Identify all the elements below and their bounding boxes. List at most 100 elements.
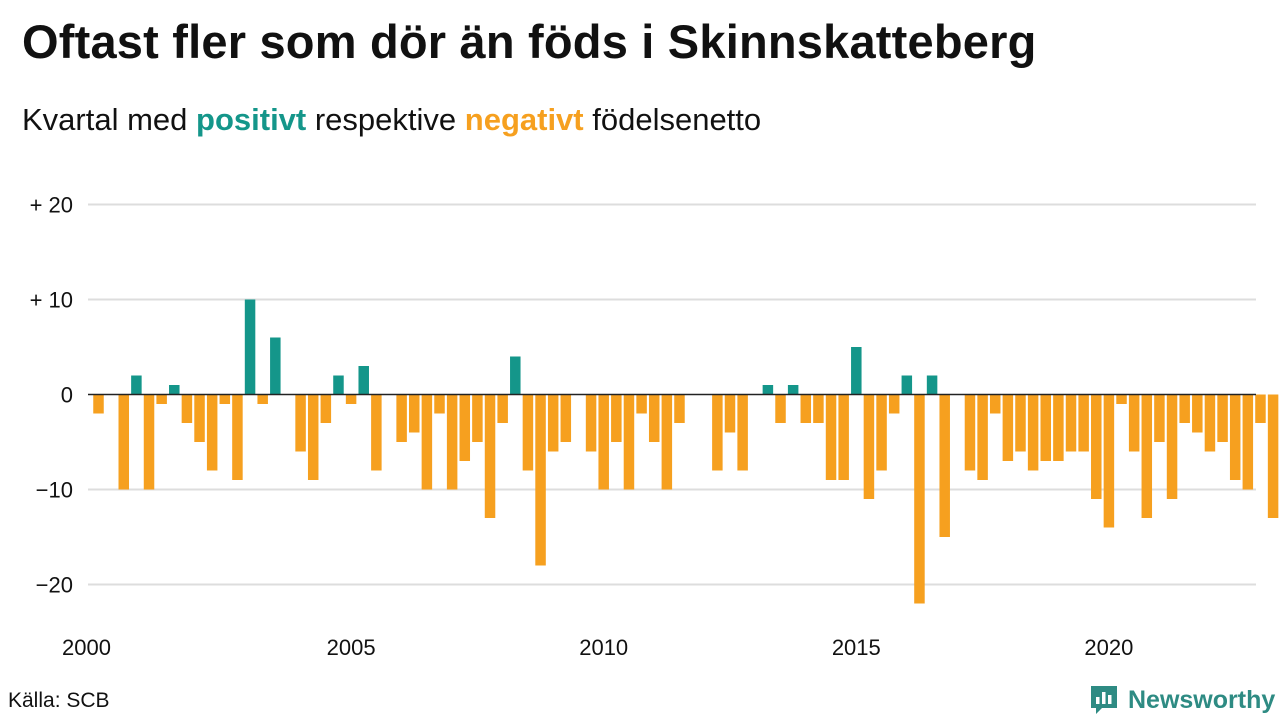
bar-negative <box>914 394 925 604</box>
bar-positive <box>333 375 344 395</box>
bar-negative <box>1040 394 1051 461</box>
bar-positive <box>926 375 938 395</box>
bar-negative <box>93 394 104 414</box>
x-tick-label: 2020 <box>1084 635 1133 660</box>
bar-negative <box>939 394 950 537</box>
chart-title: Oftast fler som dör än föds i Skinnskatt… <box>22 15 1037 68</box>
bar-negative <box>648 394 660 442</box>
bar-negative <box>876 394 887 471</box>
subtitle-positive-word: positivt <box>196 102 307 137</box>
y-tick-label: −10 <box>36 478 73 503</box>
bar-negative <box>977 394 988 480</box>
bar-negative <box>484 394 496 518</box>
bar-negative <box>1065 394 1077 452</box>
bar-negative <box>143 394 155 490</box>
bar-positive <box>787 385 799 395</box>
bar-negative <box>1217 394 1228 442</box>
bar-negative <box>434 394 445 414</box>
bar-negative <box>409 394 420 433</box>
bar-negative <box>371 394 382 471</box>
bar-negative <box>295 394 306 452</box>
bar-negative <box>535 394 546 566</box>
bar-negative <box>1242 394 1254 490</box>
y-tick-label: + 10 <box>30 288 73 313</box>
bar-negative <box>1267 394 1279 518</box>
bar-negative <box>156 394 167 404</box>
bar-negative <box>989 394 1001 414</box>
bars <box>93 299 1279 604</box>
bar-negative <box>472 394 483 442</box>
bar-negative <box>611 394 622 442</box>
chart-subtitle: Kvartal med positivt respektive negativt… <box>22 102 761 138</box>
subtitle-mid: respektive <box>306 102 465 137</box>
bar-negative <box>737 394 748 471</box>
bar-negative <box>194 394 205 442</box>
bar-negative <box>775 394 786 423</box>
bar-negative <box>623 394 635 490</box>
bar-negative <box>1027 394 1039 471</box>
bar-negative <box>1128 394 1140 452</box>
bar-positive <box>131 375 142 395</box>
bar-negative <box>1179 394 1190 423</box>
newsworthy-logo-icon <box>1091 686 1117 714</box>
y-tick-label: 0 <box>61 383 73 408</box>
bar-positive <box>901 375 913 395</box>
bar-negative <box>585 394 597 452</box>
x-tick-label: 2015 <box>832 635 881 660</box>
bar-negative <box>661 394 673 490</box>
bar-negative <box>206 394 218 471</box>
x-tick-label: 2005 <box>327 635 376 660</box>
bar-negative <box>838 394 849 480</box>
bar-negative <box>547 394 559 452</box>
subtitle-negative-word: negativt <box>464 102 584 137</box>
bar-negative <box>1078 394 1089 452</box>
bar-negative <box>1002 394 1014 461</box>
bar-negative <box>257 394 268 404</box>
bar-negative <box>964 394 976 471</box>
bar-negative <box>232 394 243 480</box>
subtitle-pre: Kvartal med <box>22 102 197 137</box>
bar-negative <box>1091 394 1102 499</box>
bar-positive <box>510 356 521 395</box>
x-tick-label: 2010 <box>579 635 628 660</box>
bar-negative <box>1116 394 1127 404</box>
bar-negative <box>560 394 572 442</box>
bar-negative <box>1255 394 1266 423</box>
bar-negative <box>674 394 685 423</box>
bar-positive <box>244 299 256 395</box>
bar-negative <box>724 394 736 433</box>
bar-positive <box>169 385 180 395</box>
bar-negative <box>320 394 332 423</box>
bar-negative <box>1015 394 1026 452</box>
bar-negative <box>181 394 193 423</box>
bar-negative <box>1141 394 1153 518</box>
bar-negative <box>636 394 647 414</box>
y-tick-label: −20 <box>36 573 73 598</box>
subtitle-post: födelsenetto <box>583 102 762 137</box>
bar-negative <box>1192 394 1203 433</box>
bar-negative <box>219 394 231 404</box>
bar-negative <box>1166 394 1178 499</box>
bar-negative <box>446 394 458 490</box>
axes: + 20 + 10 0 −10 −20 2000 2005 2010 2015 2020 <box>30 193 1256 660</box>
bar-negative <box>497 394 508 423</box>
source-note: Källa: SCB <box>8 689 110 712</box>
bar-positive <box>358 366 369 395</box>
bar-positive <box>270 337 281 395</box>
bar-negative <box>712 394 723 471</box>
bar-negative <box>421 394 433 490</box>
bar-negative <box>345 394 357 404</box>
bar-positive <box>762 385 774 395</box>
bar-negative <box>1229 394 1241 480</box>
bar-negative <box>1204 394 1216 452</box>
bar-negative <box>522 394 534 471</box>
newsworthy-logo-text: Newsworthy <box>1128 685 1276 714</box>
bar-negative <box>863 394 875 499</box>
bar-negative <box>813 394 824 423</box>
bar-negative <box>800 394 812 423</box>
bar-negative <box>1103 394 1115 528</box>
bar-negative <box>825 394 837 480</box>
newsworthy-logo: Newsworthy <box>1088 683 1275 717</box>
bar-negative <box>307 394 319 480</box>
